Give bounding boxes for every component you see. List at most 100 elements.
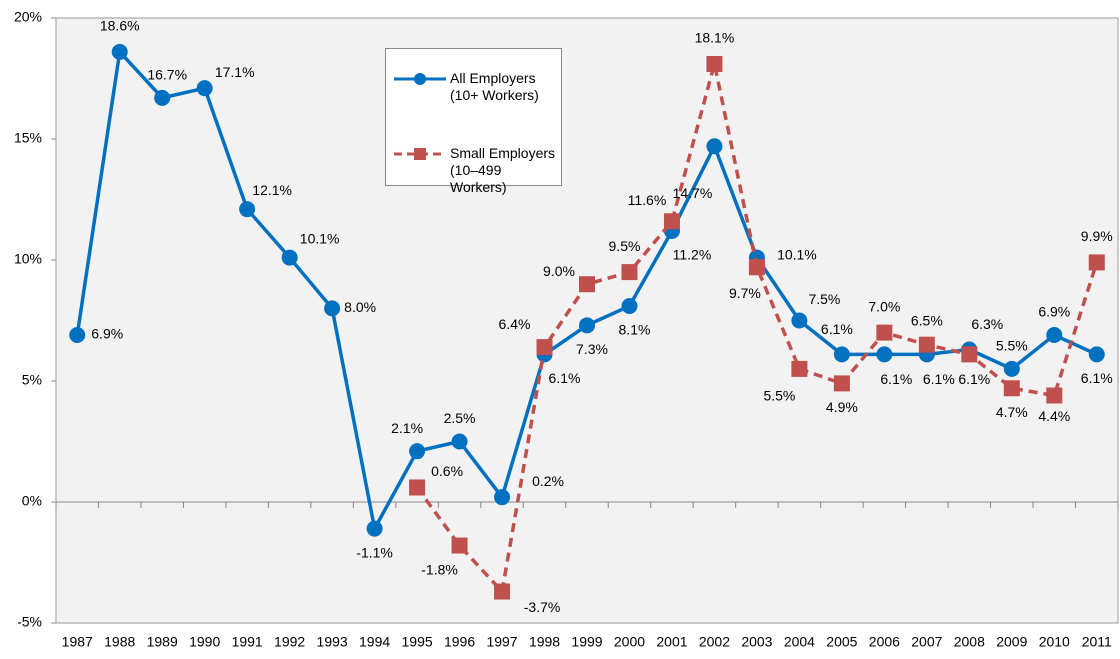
data-label: 5.5% bbox=[996, 338, 1028, 354]
x-tick-label: 2003 bbox=[741, 634, 772, 650]
x-tick-label: 2010 bbox=[1039, 634, 1070, 650]
data-label: 6.3% bbox=[971, 316, 1003, 332]
marker bbox=[536, 339, 553, 356]
marker bbox=[324, 300, 341, 317]
data-label: 14.7% bbox=[673, 185, 713, 201]
x-tick-label: 2005 bbox=[826, 634, 857, 650]
marker bbox=[876, 346, 893, 363]
x-tick-label: 1992 bbox=[274, 634, 305, 650]
legend-marker bbox=[414, 73, 426, 85]
x-tick-label: 2002 bbox=[699, 634, 730, 650]
x-tick-label: 1994 bbox=[359, 634, 390, 650]
marker bbox=[1046, 327, 1063, 344]
data-label: 0.6% bbox=[431, 463, 463, 479]
data-label: 18.6% bbox=[100, 18, 140, 34]
data-label: 6.9% bbox=[1038, 304, 1070, 320]
data-label: 6.1% bbox=[549, 370, 581, 386]
legend-label: Small Employers (10–499 Workers) bbox=[450, 145, 556, 195]
y-tick-label: 0% bbox=[22, 493, 42, 509]
data-label: 2.5% bbox=[444, 410, 476, 426]
data-label: 0.2% bbox=[532, 473, 564, 489]
marker bbox=[579, 276, 595, 293]
marker bbox=[918, 336, 935, 353]
marker bbox=[833, 346, 850, 363]
marker bbox=[1003, 360, 1020, 377]
data-label: 9.5% bbox=[609, 238, 641, 254]
data-label: -1.8% bbox=[421, 561, 458, 577]
x-tick-label: 1995 bbox=[402, 634, 433, 650]
marker bbox=[494, 583, 511, 600]
marker bbox=[409, 443, 426, 460]
data-label: 10.1% bbox=[300, 230, 340, 246]
data-label: 6.9% bbox=[91, 326, 123, 342]
x-tick-label: 1987 bbox=[62, 634, 93, 650]
marker bbox=[1088, 346, 1105, 363]
marker bbox=[196, 80, 213, 97]
x-tick-label: 2001 bbox=[656, 634, 687, 650]
y-tick-label: 5% bbox=[22, 372, 42, 388]
data-label: 9.7% bbox=[729, 285, 761, 301]
data-label: 11.6% bbox=[628, 192, 667, 208]
data-label: 6.1% bbox=[821, 321, 853, 337]
marker bbox=[791, 360, 808, 377]
data-label: 7.0% bbox=[868, 298, 900, 314]
x-tick-label: 2008 bbox=[954, 634, 985, 650]
x-tick-label: 2000 bbox=[614, 634, 645, 650]
x-tick-label: 1993 bbox=[317, 634, 348, 650]
y-tick-label: 20% bbox=[14, 9, 42, 25]
legend-label: All Employers (10+ Workers) bbox=[450, 70, 539, 103]
data-label: -3.7% bbox=[524, 599, 561, 615]
marker bbox=[1003, 380, 1020, 397]
data-label: 6.4% bbox=[499, 316, 531, 332]
x-tick-label: 2009 bbox=[996, 634, 1027, 650]
marker bbox=[281, 249, 298, 266]
data-label: 18.1% bbox=[695, 30, 735, 46]
x-tick-label: 1988 bbox=[104, 634, 135, 650]
marker bbox=[579, 317, 595, 334]
data-label: 2.1% bbox=[391, 420, 423, 436]
marker bbox=[706, 138, 723, 155]
marker bbox=[494, 489, 511, 506]
data-label: 11.2% bbox=[673, 247, 712, 263]
data-label: 16.7% bbox=[147, 67, 187, 83]
x-tick-label: 2004 bbox=[784, 634, 815, 650]
legend-marker bbox=[414, 148, 426, 160]
data-label: 4.4% bbox=[1038, 408, 1070, 424]
data-label: 6.1% bbox=[880, 371, 912, 387]
x-tick-label: 1991 bbox=[232, 634, 263, 650]
marker bbox=[961, 346, 978, 363]
data-label: 10.1% bbox=[777, 246, 817, 262]
data-label: 4.9% bbox=[826, 399, 858, 415]
marker bbox=[366, 520, 383, 537]
y-tick-label: 15% bbox=[14, 130, 42, 146]
marker bbox=[111, 43, 128, 60]
data-label: 9.9% bbox=[1081, 228, 1113, 244]
marker bbox=[621, 297, 638, 314]
marker bbox=[706, 55, 723, 72]
y-tick-label: -5% bbox=[17, 614, 42, 630]
data-label: 9.0% bbox=[543, 263, 575, 279]
x-tick-label: 1999 bbox=[571, 634, 602, 650]
marker bbox=[833, 375, 850, 392]
data-label: 6.5% bbox=[911, 312, 943, 328]
data-label: 6.1% bbox=[923, 371, 955, 387]
data-label: -1.1% bbox=[356, 544, 393, 560]
marker bbox=[791, 312, 808, 329]
legend-swatches bbox=[394, 73, 446, 160]
data-label: 12.1% bbox=[252, 182, 292, 198]
marker bbox=[154, 89, 171, 106]
data-label: 4.7% bbox=[996, 404, 1028, 420]
data-label: 5.5% bbox=[763, 388, 795, 404]
x-tick-label: 1989 bbox=[147, 634, 178, 650]
data-label: 6.1% bbox=[958, 371, 990, 387]
marker bbox=[748, 259, 765, 276]
series-line bbox=[415, 63, 1099, 596]
marker bbox=[876, 324, 893, 341]
data-label: 8.0% bbox=[344, 299, 376, 315]
marker bbox=[621, 264, 638, 281]
data-label: 8.1% bbox=[619, 322, 651, 338]
data-label: 6.1% bbox=[1081, 370, 1113, 386]
data-label: 17.1% bbox=[215, 64, 255, 80]
